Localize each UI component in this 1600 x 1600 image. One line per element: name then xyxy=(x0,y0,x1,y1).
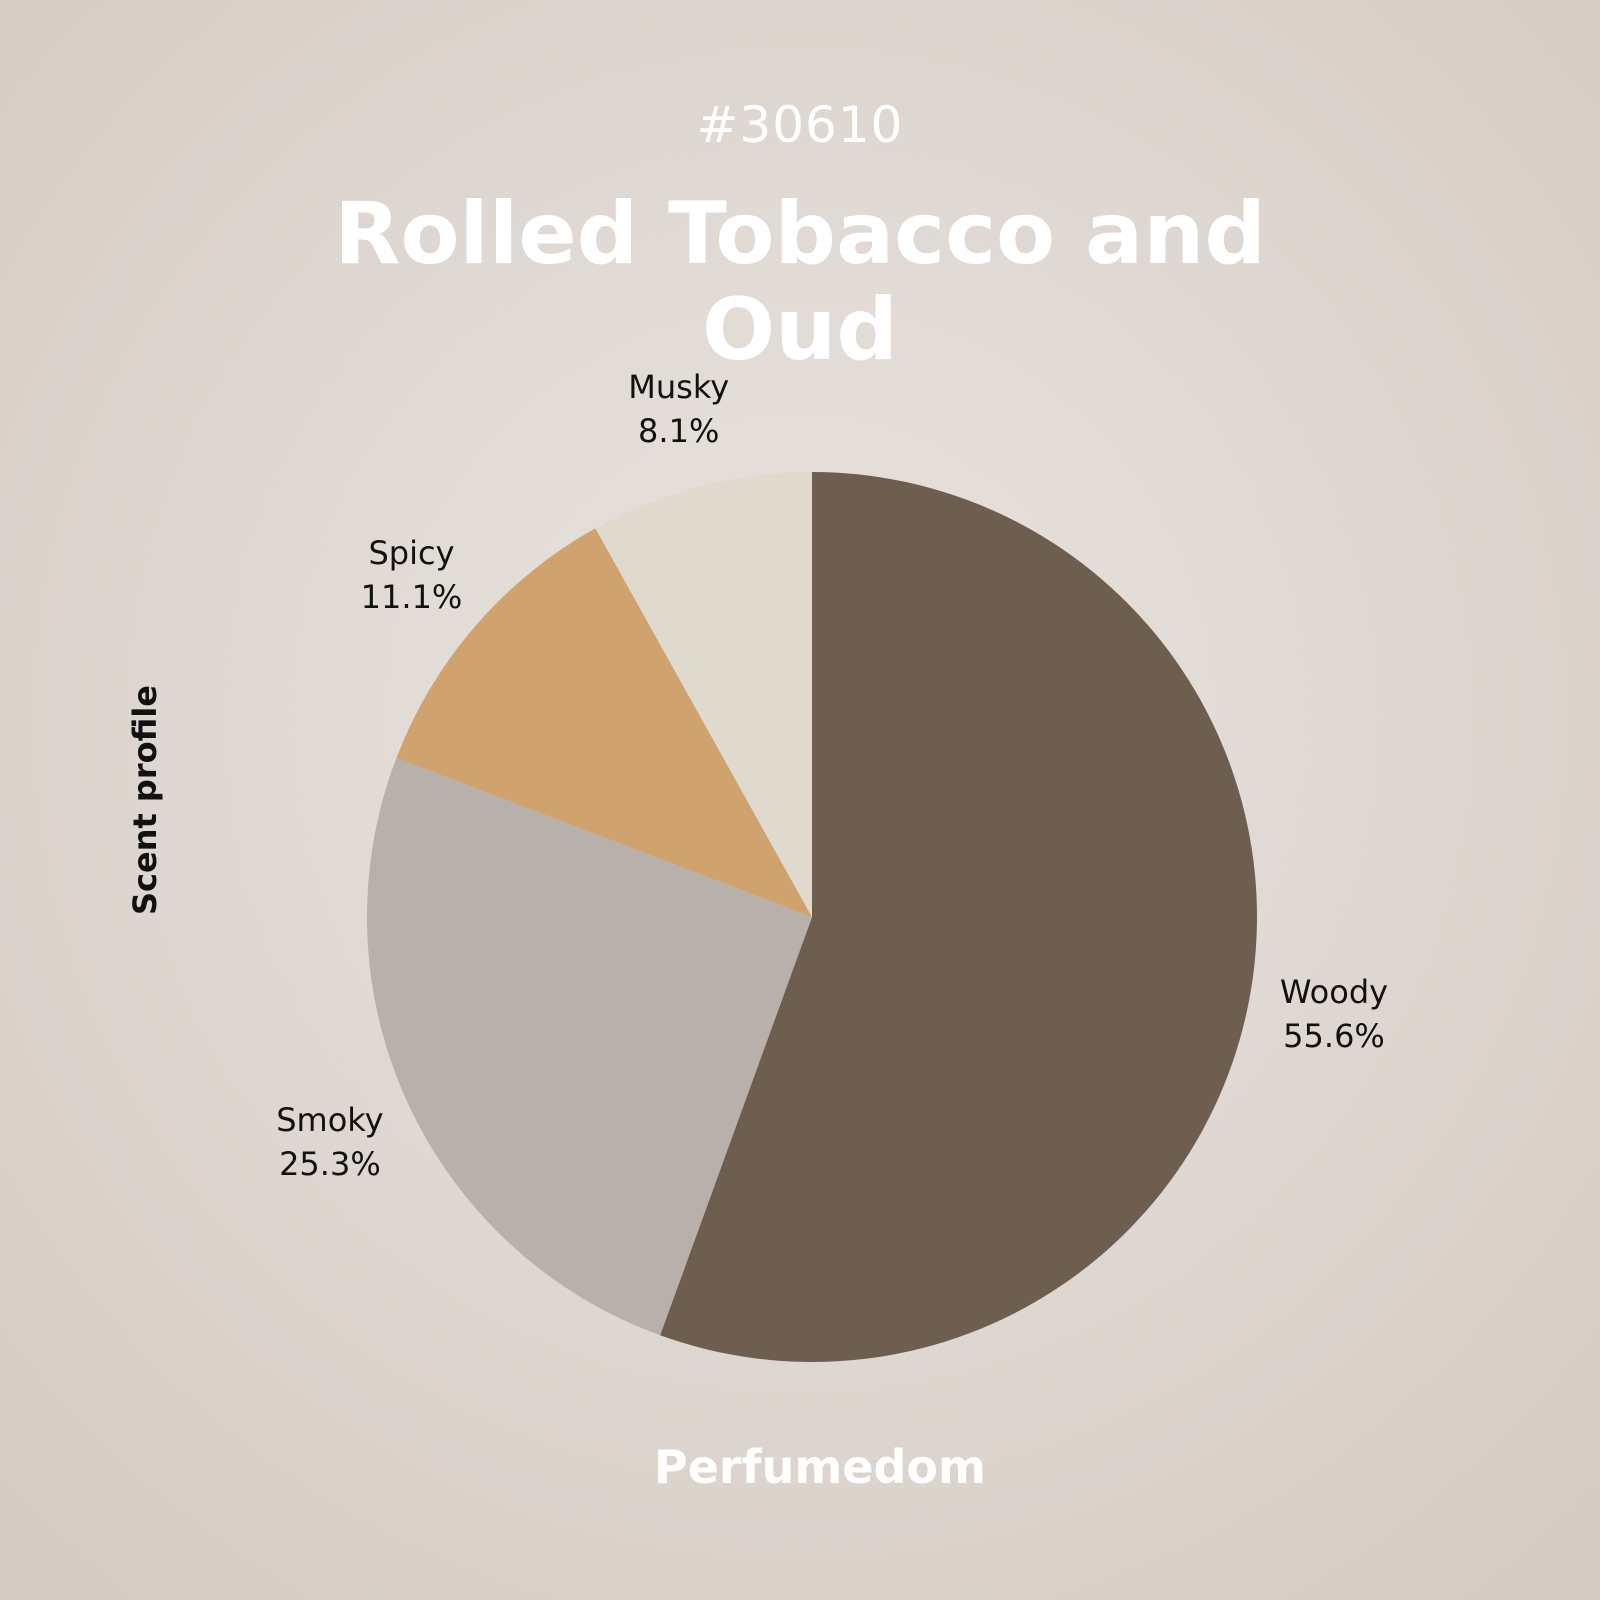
brand-footer: Perfumedom xyxy=(654,1440,986,1494)
fragrance-id: #30610 xyxy=(696,96,904,154)
pie-slice-woody xyxy=(660,472,1257,1362)
pie-slice-spicy xyxy=(396,528,812,917)
slice-percent-label-spicy: 11.1% xyxy=(361,578,463,616)
pie-slice-musky xyxy=(595,472,812,917)
chart-title: Rolled Tobacco and Oud xyxy=(334,184,1266,380)
pie-labels: Woody 55.6% Smoky 25.3% Spicy 11.1% Musky 8.1% xyxy=(276,368,1388,1183)
slice-category-label-musky: Musky xyxy=(628,368,729,406)
slice-category-label-spicy: Spicy xyxy=(368,534,454,572)
slice-percent-label-woody: 55.6% xyxy=(1283,1017,1385,1055)
slice-percent-label-smoky: 25.3% xyxy=(279,1145,381,1183)
slice-percent-label-musky: 8.1% xyxy=(638,412,719,450)
pie-slices xyxy=(367,472,1257,1362)
slice-category-label-smoky: Smoky xyxy=(276,1101,383,1139)
slice-category-label-woody: Woody xyxy=(1280,973,1388,1011)
pie-slice-smoky xyxy=(367,757,812,1336)
